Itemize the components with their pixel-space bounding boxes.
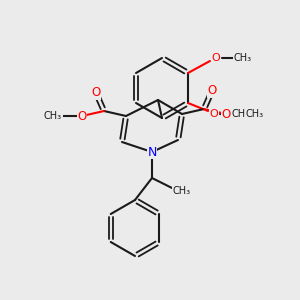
Text: O: O (210, 109, 218, 119)
Text: O: O (77, 110, 87, 122)
Text: CH₃: CH₃ (246, 109, 264, 119)
Text: CH₃: CH₃ (232, 109, 250, 119)
Text: O: O (207, 85, 217, 98)
Text: O: O (221, 107, 231, 121)
Text: CH₃: CH₃ (44, 111, 62, 121)
Text: O: O (92, 86, 100, 100)
Text: N: N (147, 146, 157, 158)
Text: CH₃: CH₃ (173, 186, 191, 196)
Text: CH₃: CH₃ (234, 53, 252, 63)
Text: O: O (212, 53, 220, 63)
